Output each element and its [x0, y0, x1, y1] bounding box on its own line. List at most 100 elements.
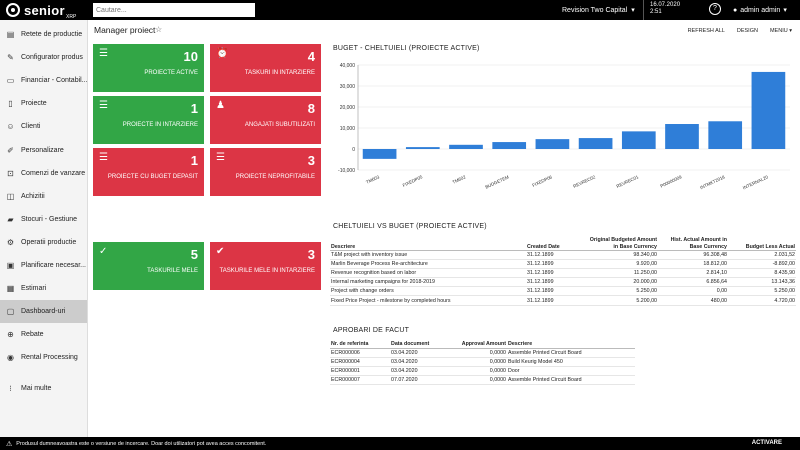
table-row[interactable]: ECR000001 03.04.2020 0,0000 Door	[330, 366, 635, 376]
sidebar-item[interactable]: ✐ Personalizare	[0, 138, 87, 161]
sidebar: ▤ Retete de productie ✎ Configurator produs…	[0, 20, 88, 437]
date-selector[interactable]: 16.07.2020 2:51	[650, 2, 680, 16]
design-button[interactable]: DESIGN	[736, 28, 758, 34]
refresh-all-button[interactable]: REFRESH ALL	[687, 28, 725, 34]
table-row[interactable]: T&M project with inventory issue 31.12.18…	[330, 250, 796, 261]
table-cell: 31.12.1899	[526, 268, 586, 279]
table-row[interactable]: Internal marketing campaigns for 2018-20…	[330, 277, 796, 288]
add-circle-icon: ⊕	[7, 330, 14, 340]
sidebar-item[interactable]: ☺ Clienti	[0, 115, 87, 138]
chart-bar[interactable]	[535, 139, 570, 149]
sidebar-item[interactable]: ▣ Planificare necesar...	[0, 254, 87, 277]
table-cell: ECR000004	[330, 357, 390, 367]
kpi-tile[interactable]: ⏰ 4 TASKURI IN INTARZIERE	[210, 44, 321, 92]
chart-bar[interactable]	[449, 144, 483, 149]
x-tick-label: INTMKT2018	[699, 174, 726, 190]
table-cell: 8.435,90	[728, 268, 796, 279]
page-title: Manager proiect	[94, 25, 156, 35]
top-bar: senior XRP Revision Two Capital ▾ 16.07.…	[0, 0, 800, 20]
sidebar-item-label: Mai multe	[21, 385, 52, 393]
sidebar-item-label: Retete de productie	[21, 31, 83, 39]
brand-sub: XRP	[66, 14, 77, 20]
folder-icon: ▭	[6, 76, 15, 86]
table-cell: ECR000001	[330, 366, 390, 376]
sidebar-item[interactable]: ▤ Retete de productie	[0, 23, 87, 46]
table-cell: 480,00	[658, 295, 728, 306]
brand-name: senior	[24, 2, 65, 18]
favorite-star-icon[interactable]: ☆	[155, 25, 163, 34]
menu-button[interactable]: MENIU ▾	[769, 28, 792, 34]
page-actions: REFRESH ALL DESIGN MENIU ▾	[688, 28, 792, 34]
sidebar-item[interactable]: ▢ Dashboard-uri	[0, 300, 87, 324]
sidebar-item[interactable]: ✎ Configurator produs	[0, 46, 87, 69]
table-cell: Assemble Printed Circuit Board	[507, 375, 635, 385]
table-cell: 96.308,48	[658, 250, 728, 261]
tile-number: 3	[307, 153, 315, 168]
sidebar-item[interactable]: ▭ Financiar - Contabil...	[0, 69, 87, 92]
sidebar-item[interactable]: ◫ Achizitii	[0, 185, 87, 208]
sidebar-item[interactable]: ▦ Estimari	[0, 277, 87, 300]
activate-button[interactable]: ACTIVARE	[751, 440, 782, 446]
kpi-tile[interactable]: ☰ 10 PROIECTE ACTIVE	[93, 44, 204, 92]
chart-bar[interactable]	[492, 142, 527, 149]
chart-bar[interactable]	[665, 124, 699, 149]
company-name: Revision Two Capital	[562, 6, 628, 14]
chart-bar[interactable]	[578, 138, 613, 149]
table-cell: ECR000006	[330, 348, 390, 358]
truck-icon: ▰	[7, 214, 14, 224]
table-row[interactable]: ECR000006 03.04.2020 0,0000 Assemble Printe…	[330, 348, 635, 358]
kpi-tile[interactable]: ✔ 3 TASKURILE MELE IN INTARZIERE	[210, 242, 321, 290]
sidebar-item[interactable]: ⊡ Comenzi de vanzare	[0, 162, 87, 185]
kpi-tile[interactable]: ☰ 3 PROIECTE NEPROFITABILE	[210, 148, 321, 196]
x-tick-label: FIXEDP06	[531, 174, 553, 188]
sidebar-item[interactable]: ⊕ Rebate	[0, 323, 87, 346]
tile-number: 5	[190, 247, 198, 262]
table-row[interactable]: ECR000007 07.07.2020 0,0000 Assemble Printe…	[330, 375, 635, 385]
table-row[interactable]: Marlin Beverage Process Re-architecture 3…	[330, 259, 796, 270]
sidebar-item-label: Estimari	[21, 285, 47, 293]
kpi-tile[interactable]: ♟ 8 ANGAJATI SUBUTILIZATI	[210, 96, 321, 144]
kpi-tile[interactable]: ✓ 5 TASKURILE MELE	[93, 242, 204, 290]
sidebar-item[interactable]: ▰ Stocuri - Gestiune	[0, 208, 87, 231]
user-menu[interactable]: ● admin admin ▾	[733, 0, 787, 20]
chart-bar[interactable]	[621, 131, 656, 149]
sidebar-item-label: Planificare necesar...	[21, 261, 86, 269]
sidebar-item[interactable]: ▯ Proiecte	[0, 92, 87, 115]
sidebar-item[interactable]: ⁝ Mai multe	[0, 377, 87, 400]
sidebar-item-label: Configurator produs	[21, 54, 83, 62]
col-header: Original Budgeted Amount in Base Currenc…	[586, 237, 658, 251]
col-header: Descriere	[507, 341, 635, 349]
y-tick-label: 30,000	[340, 84, 356, 90]
sidebar-item[interactable]: ⚙ Operatii productie	[0, 231, 87, 254]
table-cell: ECR000007	[330, 375, 390, 385]
sidebar-item-label: Proiecte	[21, 100, 47, 108]
chart-bar[interactable]	[751, 71, 786, 149]
senior-logo[interactable]: senior XRP	[6, 1, 76, 20]
table-cell: 03.04.2020	[390, 366, 450, 376]
table-row[interactable]: Project with change orders 31.12.1899 5.25…	[330, 286, 796, 297]
table-cell: 2.031,52	[728, 250, 796, 261]
table-row[interactable]: Fixed Price Project - milestone by compl…	[330, 295, 796, 306]
wrench-icon: ✎	[7, 53, 14, 63]
col-header: Approval Amount	[450, 341, 507, 349]
sidebar-item[interactable]: ◉ Rental Processing	[0, 346, 87, 369]
chart-bar[interactable]	[405, 147, 440, 149]
table-row[interactable]: ECR000004 03.04.2020 0,0000 Build Keurig Mo…	[330, 357, 635, 367]
cog-icon: ⚙	[6, 237, 15, 247]
warning-icon: ⚠	[6, 440, 13, 448]
x-tick-label: FIXEDP05	[402, 174, 424, 188]
search-input[interactable]	[93, 3, 255, 17]
shopping-bag-icon: ◫	[6, 191, 15, 201]
col-header: Created Date	[526, 237, 586, 251]
chart-bar[interactable]	[708, 121, 743, 149]
y-tick-label: 40,000	[340, 63, 356, 69]
kpi-tile[interactable]: ☰ 1 PROIECTE CU BUGET DEPASIT	[93, 148, 204, 196]
table-cell: 31.12.1899	[526, 277, 586, 288]
company-selector[interactable]: Revision Two Capital ▾	[562, 0, 644, 20]
help-icon[interactable]: ?	[709, 3, 721, 15]
kpi-tile[interactable]: ☰ 1 PROIECTE IN INTARZIERE	[93, 96, 204, 144]
table-cell: 11.250,00	[586, 268, 658, 279]
table-cell: 03.04.2020	[390, 348, 450, 358]
chart-bar[interactable]	[362, 149, 397, 159]
table-row[interactable]: Revenue recognition based on labor 31.12.…	[330, 268, 796, 279]
